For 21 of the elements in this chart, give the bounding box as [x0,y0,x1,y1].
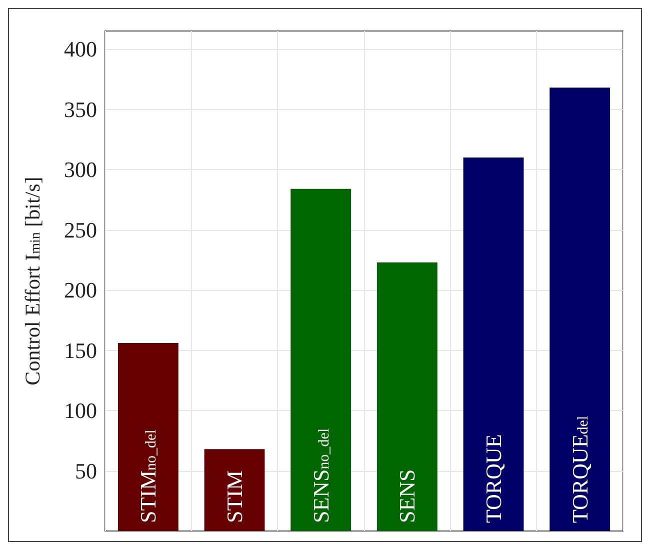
x-tick-label: TORQUEdel [567,416,592,523]
y-tick-label: 250 [64,217,97,242]
x-tick-label: STIM [222,470,247,523]
y-tick-label: 350 [64,96,97,122]
x-tick-label: SENSno_del [308,428,334,523]
x-tick-label: TORQUE [481,434,506,523]
y-tick-label: 100 [64,398,97,424]
x-tick-label: STIMno_del [136,430,161,523]
y-axis-title: Control Effort Imin [bit/s] [20,176,44,386]
y-tick-label: 400 [64,36,97,62]
y-tick-label: 200 [64,278,97,303]
bar [463,158,524,531]
bar [376,262,438,531]
x-tick-label: SENS [394,469,420,523]
y-tick-label: 300 [64,157,97,182]
bar [204,449,265,531]
y-tick-label: 50 [75,458,97,484]
y-tick-label: 150 [64,338,97,363]
bar [290,188,352,531]
bar [118,343,178,531]
bar [550,88,610,531]
